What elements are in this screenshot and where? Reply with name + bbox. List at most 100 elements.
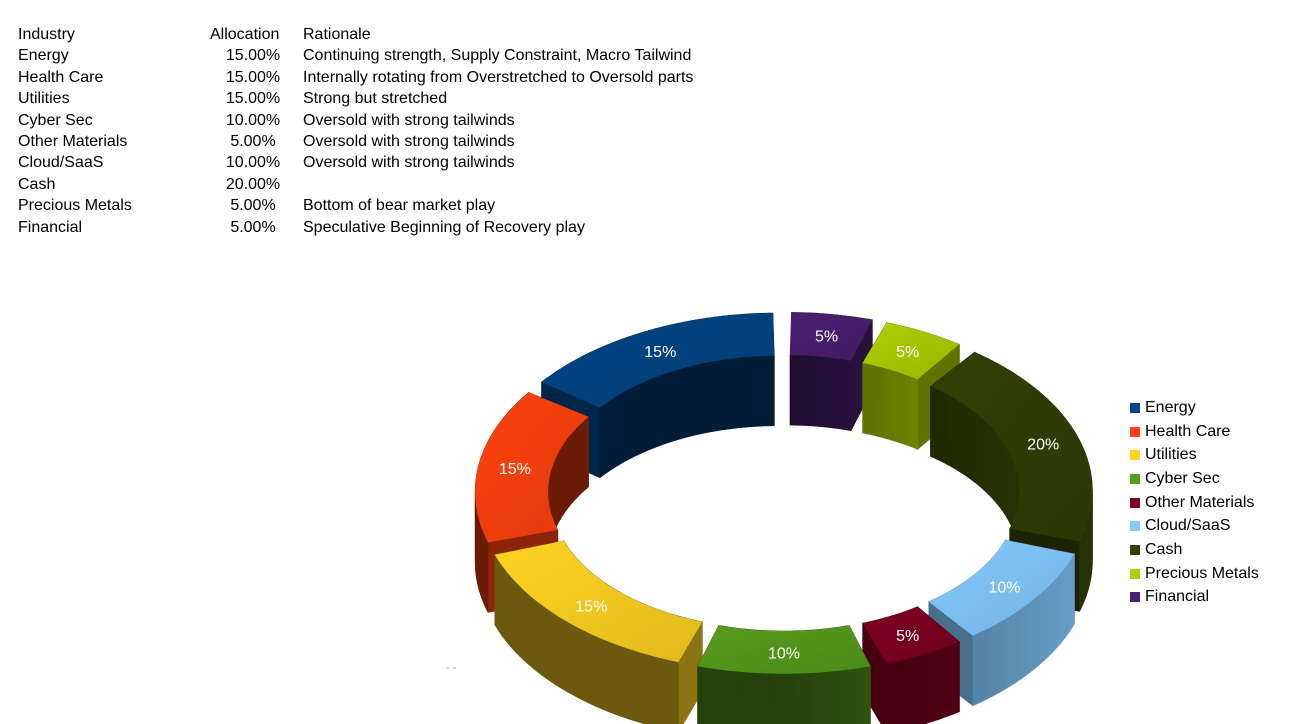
slice-wall — [762, 672, 771, 724]
cell-rationale: Continuing strength, Supply Constraint, … — [303, 47, 692, 65]
legend-label: Health Care — [1145, 422, 1231, 440]
slice-top-financial — [790, 312, 873, 361]
slice-wall — [1039, 590, 1045, 666]
slice-wall — [890, 660, 899, 724]
slice-wall — [819, 356, 826, 428]
slice-wall — [993, 621, 1000, 696]
slice-wall — [770, 673, 779, 724]
slice-wall — [939, 646, 947, 720]
slice-wall — [836, 358, 843, 430]
slice-wall — [1020, 604, 1027, 680]
legend-item: Financial — [1130, 586, 1259, 610]
cell-rationale: Oversold with strong tailwinds — [303, 111, 515, 129]
slice-wall — [621, 646, 630, 720]
slice-wall — [789, 354, 797, 426]
data-label: 10% — [988, 580, 1020, 597]
slice-wall — [564, 438, 568, 514]
cell-allocation: 5.00% — [230, 197, 276, 215]
slice-wall — [971, 409, 976, 484]
slice-wall — [511, 577, 516, 653]
slice-wall — [574, 426, 578, 501]
table-header-row: Industry Allocation Rationale — [18, 24, 693, 45]
slice-wall — [708, 667, 717, 724]
slice-wall — [584, 630, 591, 705]
slice-wall — [839, 669, 849, 724]
chart-legend: Energy Health Care Utilities Cyber Sec Other… — [1130, 396, 1259, 609]
slice-wall — [670, 660, 679, 724]
slice-wall — [960, 401, 965, 476]
slice-wall — [550, 611, 557, 686]
cell-rationale: Oversold with strong tailwinds — [303, 133, 515, 151]
cell-industry: Other Materials — [18, 133, 128, 151]
slice-wall — [978, 415, 983, 490]
slice-wall — [691, 364, 698, 437]
slice-wall — [747, 672, 756, 724]
legend-item: Utilities — [1130, 443, 1259, 467]
slice-wall — [770, 355, 775, 427]
slice-wall — [608, 641, 616, 715]
slice-top-precious-metals — [862, 322, 960, 380]
cell-allocation: 10.00% — [225, 111, 281, 129]
slice-wall — [515, 581, 520, 657]
cell-rationale: Internally rotating from Overstretched t… — [303, 68, 694, 86]
slice-wall — [878, 366, 885, 439]
slice-wall — [536, 600, 542, 676]
slice-wall — [618, 391, 624, 466]
slice-wall — [602, 638, 610, 713]
slice-wall — [569, 432, 573, 508]
data-label: 15% — [499, 461, 531, 478]
data-label: 10% — [768, 645, 800, 662]
slice-wall — [1010, 611, 1017, 687]
slice-wall — [645, 378, 651, 452]
slice-wall — [496, 556, 500, 633]
header-allocation: Allocation — [210, 26, 280, 43]
legend-item: Cloud/SaaS — [1130, 514, 1259, 538]
legend-swatch — [1130, 426, 1140, 437]
slice-wall — [855, 667, 864, 724]
slice-wall — [571, 429, 575, 505]
slice-wall — [561, 617, 568, 693]
stray-mark: - - — [446, 662, 457, 674]
header-industry: Industry — [18, 26, 75, 43]
data-label: 20% — [1027, 437, 1059, 454]
slice-wall — [943, 392, 949, 466]
legend-label: Energy — [1145, 398, 1196, 416]
cell-industry: Precious Metals — [18, 197, 132, 215]
slice-wall — [702, 362, 709, 434]
slice-wall — [614, 394, 620, 468]
slice-wall — [824, 356, 832, 429]
slice-wall — [580, 420, 584, 495]
table-row: Precious Metals 5.00% Bottom of bear marke… — [18, 195, 693, 216]
legend-label: Precious Metals — [1145, 564, 1259, 582]
slice-wall — [650, 376, 656, 450]
slice-wall — [1059, 569, 1063, 646]
slice-wall — [867, 363, 874, 436]
legend-swatch — [1130, 521, 1140, 532]
cell-rationale: Oversold with strong tailwinds — [303, 154, 515, 172]
slice-wall — [572, 624, 579, 699]
slice-top-utilities — [494, 540, 703, 663]
slice-wall — [631, 385, 637, 459]
slice-wall — [649, 654, 657, 724]
donut-data-labels: 15% 15% 15% 10% 5% 10% 20% 5% 5% — [499, 329, 1059, 663]
cell-industry: Health Care — [18, 68, 104, 86]
slice-wall — [1004, 615, 1011, 690]
slice-wall — [508, 573, 513, 649]
slice-wall — [832, 670, 841, 724]
slice-wall — [952, 641, 960, 715]
cell-allocation: 15.00% — [225, 68, 281, 86]
slice-wall — [985, 420, 989, 496]
legend-item: Other Materials — [1130, 491, 1259, 515]
legend-item: Cash — [1130, 538, 1259, 562]
slice-wall — [555, 614, 562, 690]
slice-wall — [884, 367, 890, 440]
slice-wall — [801, 672, 810, 724]
slice-wall — [636, 382, 642, 456]
slice-wall — [1034, 593, 1040, 669]
slice-wall — [659, 373, 666, 446]
slice-wall — [718, 359, 725, 431]
slice-wall — [999, 435, 1002, 511]
slice-wall — [531, 596, 537, 672]
slice-wall — [735, 357, 743, 429]
slice-wall — [545, 607, 552, 683]
